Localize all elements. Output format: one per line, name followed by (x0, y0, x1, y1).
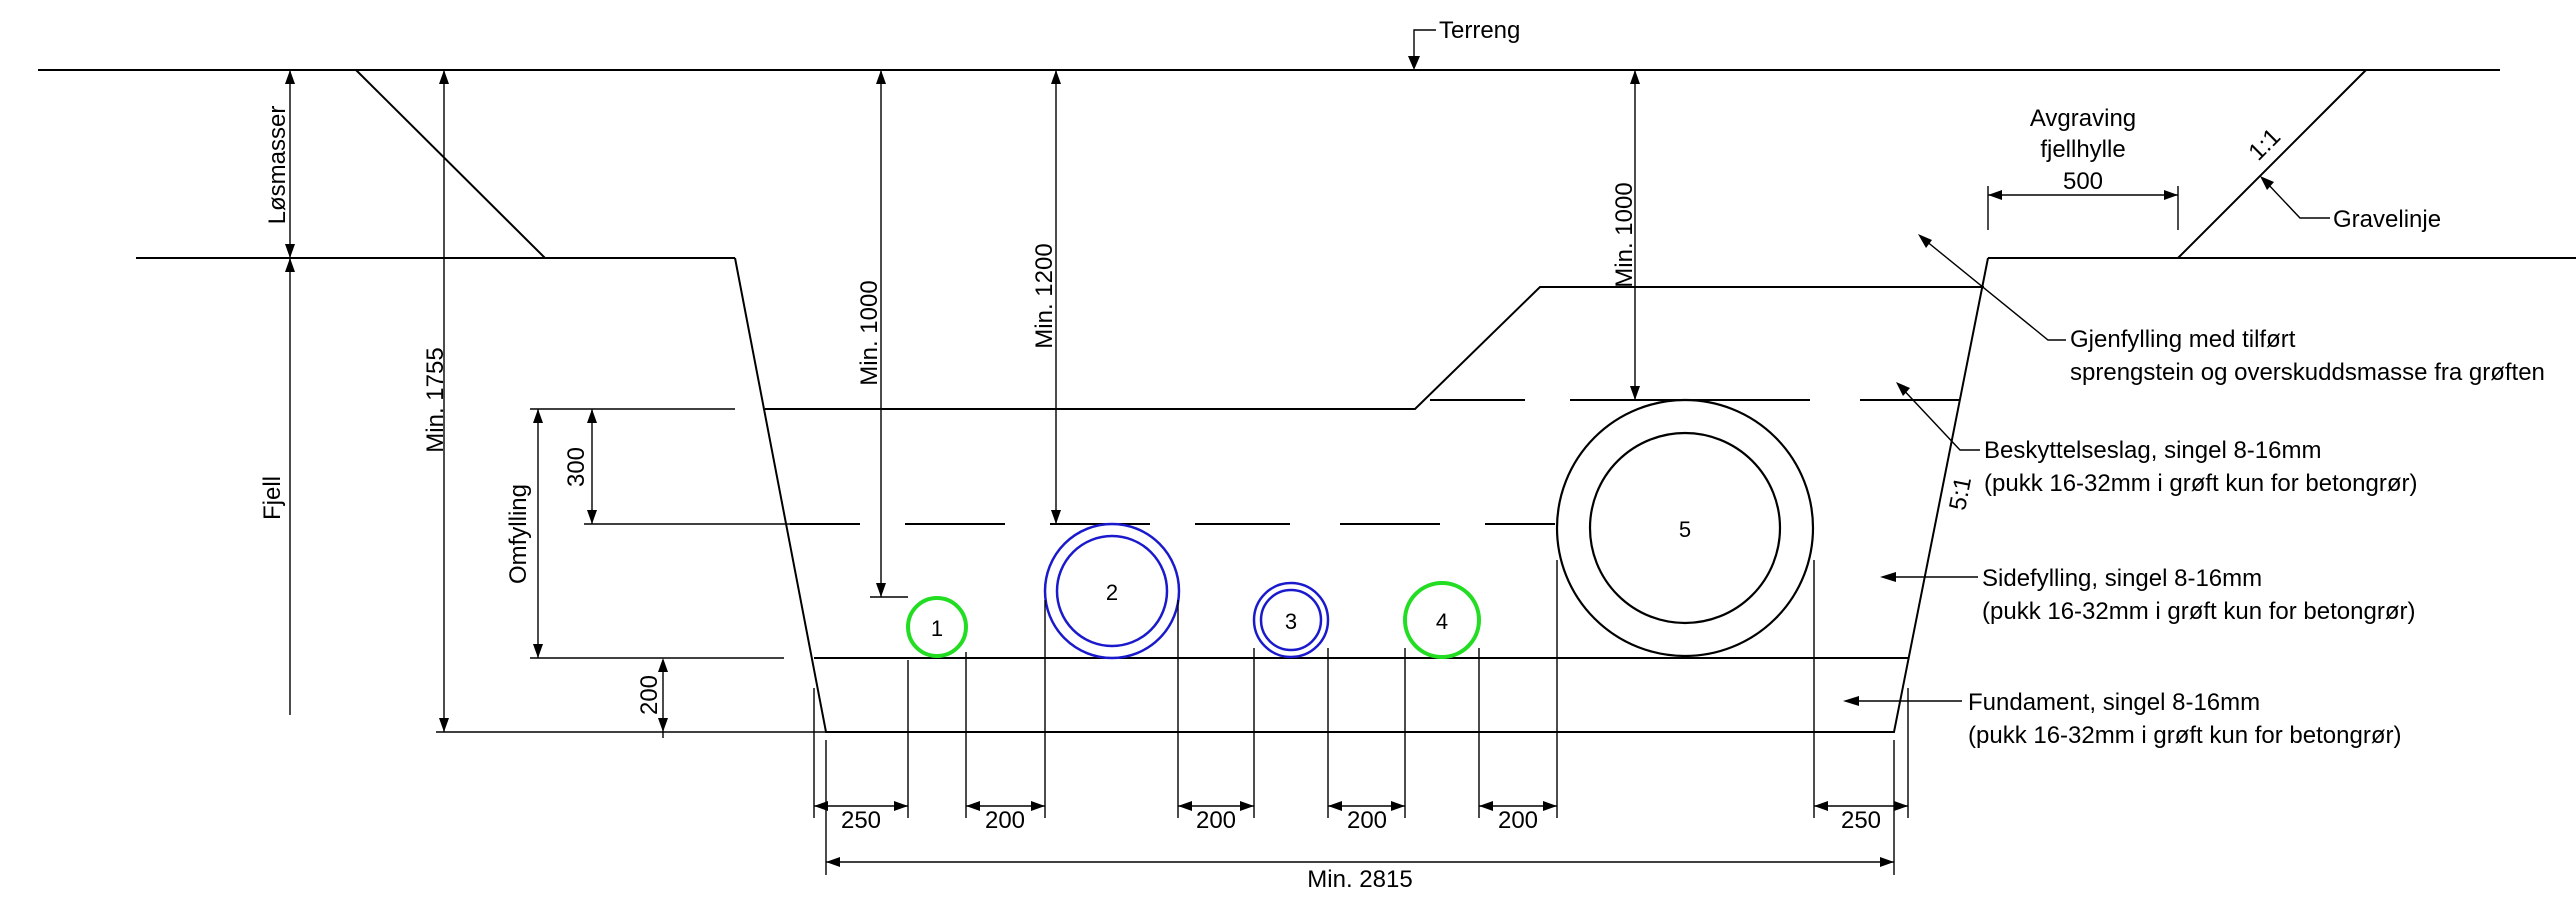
d500-label: 500 (2063, 168, 2103, 195)
pipe-4: 4 (1403, 581, 1481, 659)
beskyttelse-label-line1: Beskyttelseslag, singel 8-16mm (1984, 437, 2321, 464)
d200-d-label: 200 (1498, 807, 1538, 834)
excavation-slope-left (355, 69, 546, 259)
omfylling-label: Omfylling (505, 484, 532, 584)
min-1000-right-label: Min. 1000 (1611, 182, 1638, 287)
pipe-2: 2 (1043, 522, 1181, 660)
beskyttelse-label-line2: (pukk 16-32mm i grøft kun for betongrør) (1984, 470, 2417, 497)
min-1000-left-label: Min. 1000 (856, 280, 883, 385)
d300-label: 300 (563, 447, 590, 487)
svg-text:4: 4 (1436, 609, 1448, 634)
svg-text:1: 1 (931, 616, 943, 641)
d200-a-label: 200 (985, 807, 1025, 834)
protection-layer-top (765, 286, 1984, 410)
d250-right-label: 250 (1841, 807, 1881, 834)
gravelinje-leader (2265, 181, 2330, 219)
min-1755-label: Min. 1755 (422, 347, 449, 452)
pipe-5: 5 (1555, 398, 1815, 658)
d250-left-label: 250 (841, 807, 881, 834)
avgraving-label-line1: Avgraving (2030, 105, 2136, 132)
svg-text:2: 2 (1106, 580, 1118, 605)
fundament-label-line2: (pukk 16-32mm i grøft kun for betongrør) (1968, 722, 2401, 749)
losmasser-label: Løsmasser (264, 106, 291, 225)
d200-c-label: 200 (1347, 807, 1387, 834)
sidefylling-label-line1: Sidefylling, singel 8-16mm (1982, 565, 2262, 592)
slope-5-1-label: 5:1 (1944, 475, 1977, 513)
fjell-label: Fjell (259, 476, 286, 520)
beskyttelse-leader (1897, 383, 1980, 451)
svg-text:5: 5 (1679, 517, 1691, 542)
pipe-3: 3 (1252, 581, 1330, 659)
d200-vertical-label: 200 (636, 675, 663, 715)
svg-text:3: 3 (1285, 609, 1297, 634)
sidefylling-label-line2: (pukk 16-32mm i grøft kun for betongrør) (1982, 598, 2415, 625)
slope-1-1-label: 1:1 (2243, 123, 2286, 166)
gjenfylling-label-line1: Gjenfylling med tilført (2070, 326, 2296, 353)
trench-outline (734, 257, 1989, 733)
fundament-label-line1: Fundament, singel 8-16mm (1968, 689, 2260, 716)
terreng-label: Terreng (1439, 17, 1520, 44)
terreng-leader (1413, 29, 1436, 56)
min-2815-label: Min. 2815 (1307, 866, 1412, 893)
avgraving-label-line2: fjellhylle (2040, 136, 2125, 163)
d200-b-label: 200 (1196, 807, 1236, 834)
pipe-1: 1 (906, 596, 968, 658)
gjenfylling-label-line2: sprengstein og overskuddsmasse fra grøft… (2070, 359, 2545, 386)
min-1200-label: Min. 1200 (1031, 243, 1058, 348)
gjenfylling-leader (1919, 235, 2066, 341)
excavation-slope-right (2177, 69, 2367, 259)
gravelinje-label: Gravelinje (2333, 206, 2441, 233)
horizontal-extension-lines (813, 560, 1909, 875)
